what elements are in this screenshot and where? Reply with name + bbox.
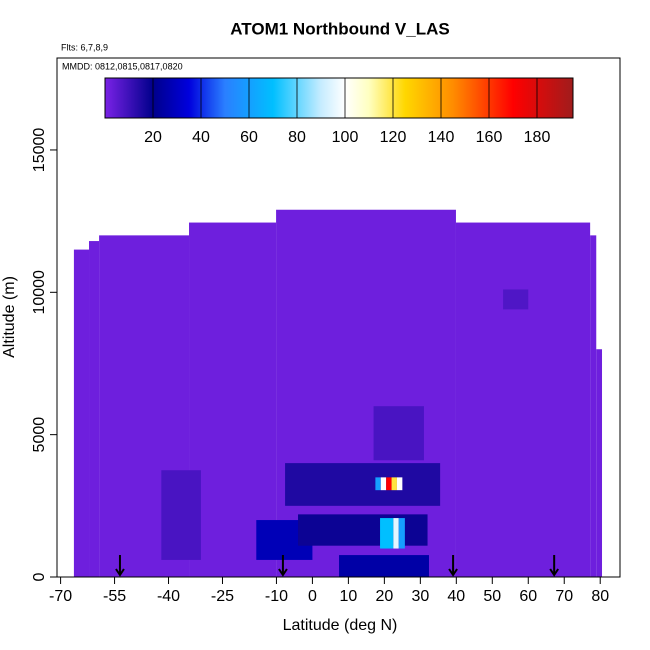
colorbar-tick-label: 100 <box>332 129 359 146</box>
cell <box>503 289 529 310</box>
cell <box>386 477 392 491</box>
y-tick-label: 5000 <box>31 417 48 453</box>
cell <box>398 518 405 549</box>
colorbar-tick-label: 60 <box>240 129 258 146</box>
x-tick-label: 20 <box>375 588 393 605</box>
y-tick-label: 15000 <box>31 128 48 173</box>
cell <box>373 406 424 461</box>
cell <box>596 349 603 577</box>
x-tick-label: -25 <box>211 588 234 605</box>
cell <box>339 555 429 577</box>
colorbar-tick-label: 180 <box>524 129 551 146</box>
colorbar-tick-label: 40 <box>192 129 210 146</box>
colorbar <box>104 77 574 119</box>
cell <box>161 470 201 560</box>
x-tick-label: 30 <box>411 588 429 605</box>
x-tick-label: -55 <box>103 588 126 605</box>
cell <box>375 477 381 491</box>
x-tick-label: -40 <box>157 588 180 605</box>
cell <box>590 235 597 577</box>
y-tick-label: 0 <box>31 572 48 581</box>
cell <box>393 518 399 549</box>
x-tick-label: -10 <box>265 588 288 605</box>
arrow-head <box>278 568 288 577</box>
cell <box>285 463 441 506</box>
arrow-head <box>549 568 559 577</box>
cell <box>73 249 90 578</box>
cell <box>396 477 403 491</box>
x-tick-label: 40 <box>447 588 465 605</box>
flights-label: Flts: 6,7,8,9 <box>61 42 108 52</box>
x-tick-label: 80 <box>591 588 609 605</box>
cell <box>189 222 277 578</box>
x-tick-label: 70 <box>555 588 573 605</box>
arrow-head <box>115 568 125 577</box>
colorbar-tick-label: 20 <box>144 129 162 146</box>
colorbar-tick-label: 160 <box>476 129 503 146</box>
x-axis-label: Latitude (deg N) <box>283 617 398 634</box>
colorbar-tick-label: 80 <box>288 129 306 146</box>
chart-title: ATOM1 Northbound V_LAS <box>230 19 449 38</box>
plot-frame <box>56 57 621 578</box>
y-tick-label: 10000 <box>31 270 48 315</box>
x-tick-label: 50 <box>483 588 501 605</box>
cell <box>380 518 394 549</box>
cell <box>380 477 387 491</box>
arrow-head <box>448 568 458 577</box>
x-tick-label: 10 <box>339 588 357 605</box>
cell <box>89 241 100 577</box>
colorbar-tick-label: 120 <box>380 129 407 146</box>
y-axis-label: Altitude (m) <box>1 276 18 358</box>
dates-label: MMDD: 0812,0815,0817,0820 <box>62 61 183 71</box>
x-tick-label: -70 <box>49 588 72 605</box>
colorbar-tick-label: 140 <box>428 129 455 146</box>
x-tick-label: 60 <box>519 588 537 605</box>
cell <box>455 222 591 578</box>
cell <box>298 514 428 546</box>
cell <box>391 477 397 491</box>
x-tick-label: 0 <box>308 588 317 605</box>
